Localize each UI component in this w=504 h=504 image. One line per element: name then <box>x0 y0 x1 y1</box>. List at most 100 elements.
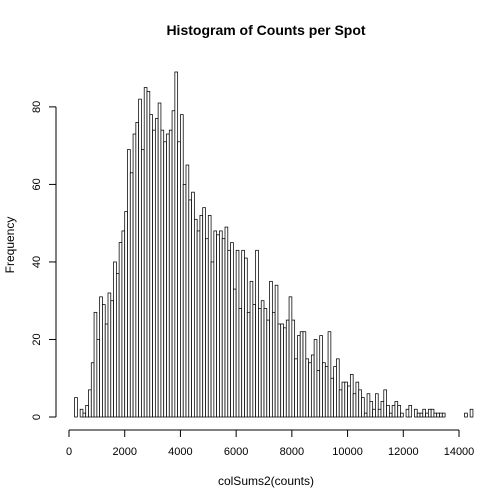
histogram-bar <box>149 114 153 418</box>
histogram-bar <box>238 308 243 418</box>
histogram-bar <box>330 377 335 418</box>
histogram-bar <box>464 412 468 418</box>
x-tick-label: 2000 <box>112 446 136 458</box>
y-axis-label: Frequency <box>3 217 17 274</box>
histogram-bar <box>88 389 92 418</box>
histogram-bar <box>355 381 360 418</box>
histogram-bar <box>308 362 312 418</box>
histogram-bar <box>294 358 298 418</box>
histogram-bar <box>146 91 151 418</box>
histogram-bar <box>388 412 393 418</box>
histogram-bar <box>177 141 181 418</box>
histogram-bar <box>419 412 424 418</box>
histogram-bar <box>327 331 332 418</box>
histogram-bar <box>210 261 215 418</box>
histogram-bar <box>283 327 287 418</box>
histogram-bar <box>221 238 226 418</box>
histogram-bars <box>74 71 474 418</box>
histogram-bar <box>160 129 165 418</box>
histogram-bar <box>143 87 148 418</box>
histogram-bar <box>132 133 137 418</box>
histogram-bar <box>174 71 179 418</box>
histogram-bar <box>129 172 134 418</box>
histogram-bar <box>441 412 446 418</box>
histogram-bar <box>104 323 109 418</box>
histogram-bar <box>349 373 354 418</box>
histogram-bar <box>96 339 101 418</box>
histogram-bar <box>185 164 190 418</box>
histogram-bar <box>316 370 321 418</box>
y-axis: 0 20 40 60 80 <box>31 101 57 420</box>
histogram-bar <box>338 389 343 418</box>
histogram-bar <box>469 408 474 418</box>
x-tick-label: 14000 <box>444 446 475 458</box>
histogram-bar <box>266 319 270 418</box>
histogram-bar <box>427 408 432 418</box>
histogram-bar <box>244 257 248 418</box>
x-tick-label: 12000 <box>388 446 419 458</box>
histogram-bar <box>366 393 371 418</box>
histogram-bar <box>255 249 259 418</box>
histogram-bar <box>219 230 223 418</box>
histogram-bar <box>90 362 95 418</box>
histogram-bar <box>79 408 84 418</box>
histogram-bar <box>285 319 290 418</box>
histogram-bar <box>230 242 234 418</box>
histogram-bar <box>118 242 123 418</box>
x-tick-label: 4000 <box>168 446 192 458</box>
histogram-bar <box>408 404 413 418</box>
y-tick-label: 40 <box>31 256 43 268</box>
histogram-bar <box>288 296 293 418</box>
histogram-bar <box>302 331 307 418</box>
histogram-bar <box>252 304 257 418</box>
histogram-bar <box>361 397 365 418</box>
chart-title: Histogram of Counts per Spot <box>166 22 365 38</box>
histogram-bar <box>394 401 399 418</box>
histogram-bar <box>400 412 404 418</box>
histogram-bar <box>246 311 251 418</box>
histogram-bar <box>249 280 254 418</box>
histogram-bar <box>305 358 309 418</box>
histogram-bar <box>439 412 443 418</box>
histogram-bar <box>188 199 192 418</box>
histogram-bar <box>199 215 204 418</box>
histogram-bar <box>397 404 401 418</box>
histogram-bar <box>127 149 131 418</box>
histogram-bar <box>383 389 387 418</box>
histogram-bar <box>291 319 296 418</box>
histogram-bar <box>386 404 390 418</box>
histogram-bar <box>436 412 440 418</box>
histogram-bar <box>322 362 326 418</box>
y-tick-label: 60 <box>31 178 43 190</box>
histogram-bar <box>297 335 301 418</box>
histogram-bar <box>358 389 362 418</box>
histogram-bar <box>202 207 206 418</box>
x-axis-label: colSums2(counts) <box>218 474 314 488</box>
histogram-bar <box>280 323 284 418</box>
histogram-bar <box>196 230 201 418</box>
histogram-bar <box>277 323 282 418</box>
histogram-bar <box>363 412 368 418</box>
histogram-bar <box>107 292 112 418</box>
histogram-bar <box>110 300 114 418</box>
histogram-bar <box>227 249 231 418</box>
histogram-bar <box>113 261 117 418</box>
x-tick-label: 10000 <box>332 446 363 458</box>
y-tick-label: 80 <box>31 101 43 113</box>
histogram-bar <box>207 215 212 418</box>
histogram-bar <box>224 226 229 418</box>
histogram-bar <box>263 308 268 418</box>
histogram-bar <box>135 122 140 418</box>
histogram-bar <box>216 234 220 418</box>
histogram-bar <box>141 149 145 418</box>
histogram-bar <box>433 412 438 418</box>
x-tick-label: 8000 <box>280 446 304 458</box>
y-tick-label: 0 <box>31 414 43 420</box>
histogram-bar <box>422 408 426 418</box>
histogram-bar <box>180 114 184 418</box>
histogram-bar <box>269 280 273 418</box>
histogram-bar <box>333 366 337 418</box>
histogram-bar <box>341 381 346 418</box>
histogram-bar <box>102 304 106 418</box>
histogram-bar <box>124 211 128 418</box>
